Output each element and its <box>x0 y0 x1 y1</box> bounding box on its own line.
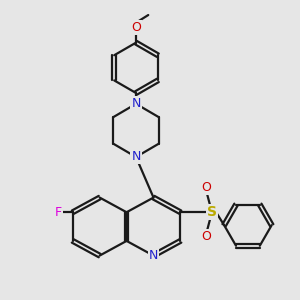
Text: N: N <box>131 151 141 164</box>
Text: O: O <box>202 181 212 194</box>
Text: F: F <box>55 206 62 219</box>
Text: O: O <box>131 22 141 34</box>
Text: N: N <box>149 249 158 262</box>
Text: S: S <box>207 205 217 219</box>
Text: N: N <box>131 97 141 110</box>
Text: O: O <box>202 230 212 243</box>
